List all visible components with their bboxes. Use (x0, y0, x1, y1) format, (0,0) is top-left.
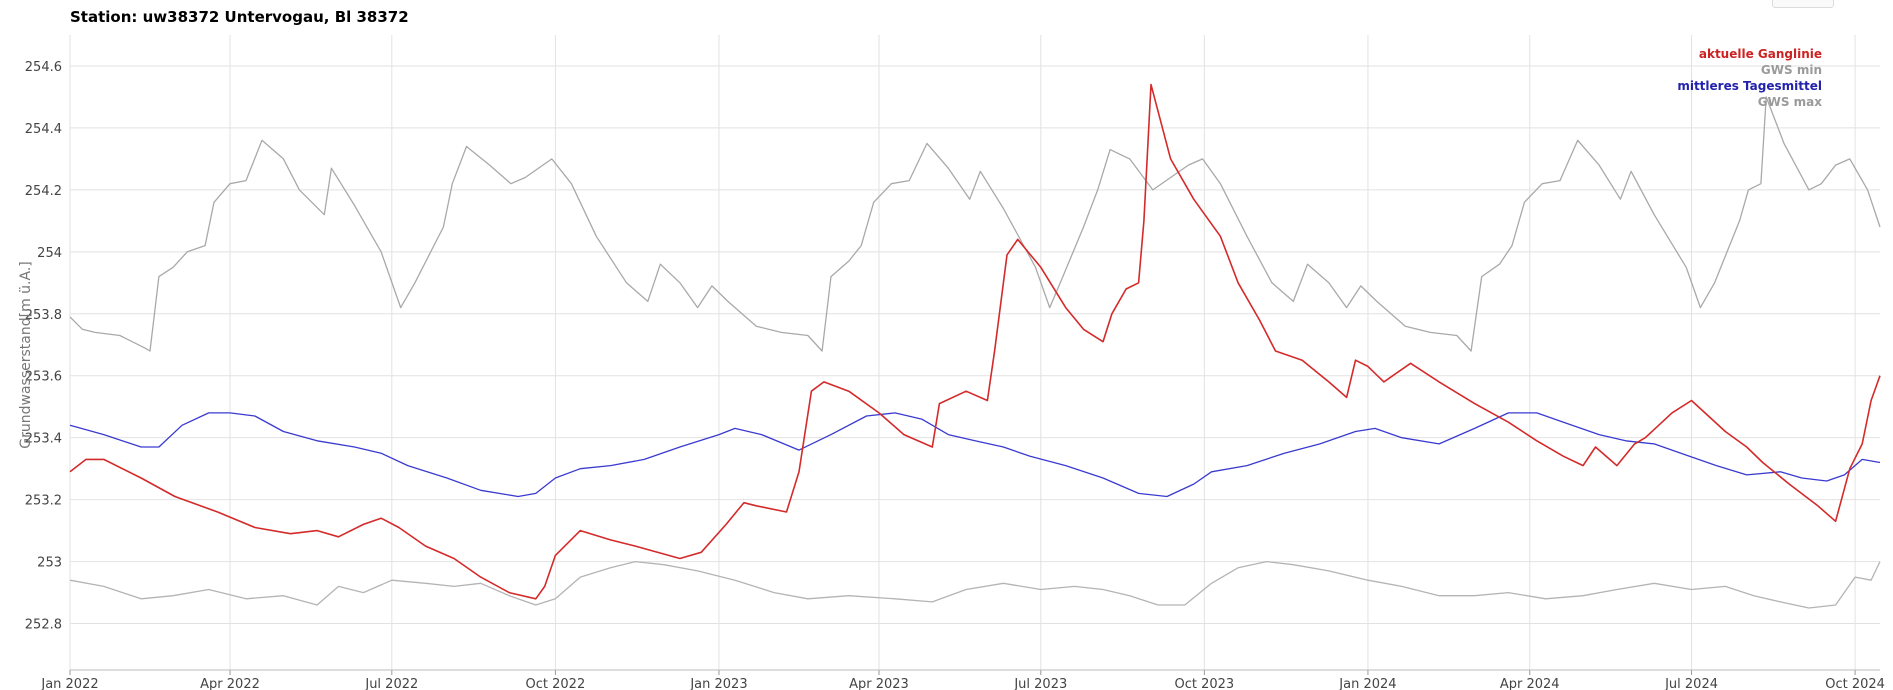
y-tick-label: 254.2 (25, 184, 62, 199)
series-layer (69, 83, 1881, 609)
x-tick-label: Apr 2023 (849, 677, 909, 690)
y-tick-label: 254.4 (25, 122, 62, 137)
x-tick-label: Oct 2023 (1175, 677, 1235, 690)
legend-item-gws-max: GWS max (1758, 95, 1823, 109)
x-tick-label: Oct 2022 (526, 677, 586, 690)
grid (69, 35, 1880, 670)
chart-title: Station: uw38372 Untervogau, Bl 38372 (70, 8, 409, 26)
y-axis-label: Grundwasserstand[m ü.A.] (18, 261, 34, 448)
x-tick-label: Jan 2023 (689, 677, 747, 690)
series-line-gws-max (69, 96, 1881, 352)
y-tick-label: 252.8 (25, 618, 62, 633)
x-tick-label: Apr 2022 (200, 677, 260, 690)
y-tick-label: 253.8 (25, 308, 62, 323)
y-tick-label: 253 (37, 556, 62, 571)
x-tick-label: Jan 2024 (1338, 677, 1396, 690)
y-tick-label: 253.6 (25, 370, 62, 385)
series-line-mittleres-tagesmittel (69, 412, 1881, 498)
legend-item-mittleres-tagesmittel: mittleres Tagesmittel (1677, 79, 1822, 93)
y-tick-label: 253.4 (25, 432, 62, 447)
y-tick-label: 254 (37, 246, 62, 261)
axes: 252.8 253 253.2 253.4 253.6 253.8 254 254.2 254.… (25, 60, 1885, 690)
x-tick-label: Jul 2023 (1013, 677, 1067, 690)
corner-button-1[interactable] (1772, 0, 1834, 8)
x-tick-label: Jul 2022 (364, 677, 418, 690)
legend-item-aktuelle-ganglinie: aktuelle Ganglinie (1699, 47, 1822, 61)
x-tick-label: Jul 2024 (1664, 677, 1718, 690)
x-tick-label: Apr 2024 (1500, 677, 1560, 690)
series-line-gws-min (69, 560, 1881, 609)
x-tick-label: Jan 2022 (40, 677, 98, 690)
series-line-aktuelle-ganglinie (69, 83, 1881, 600)
x-tick-label: Oct 2024 (1825, 677, 1885, 690)
legend-item-gws-min: GWS min (1761, 63, 1822, 77)
y-tick-label: 253.2 (25, 494, 62, 509)
y-tick-label: 254.6 (25, 60, 62, 75)
legend: aktuelle Ganglinie GWS min mittleres Tages… (1677, 47, 1822, 109)
